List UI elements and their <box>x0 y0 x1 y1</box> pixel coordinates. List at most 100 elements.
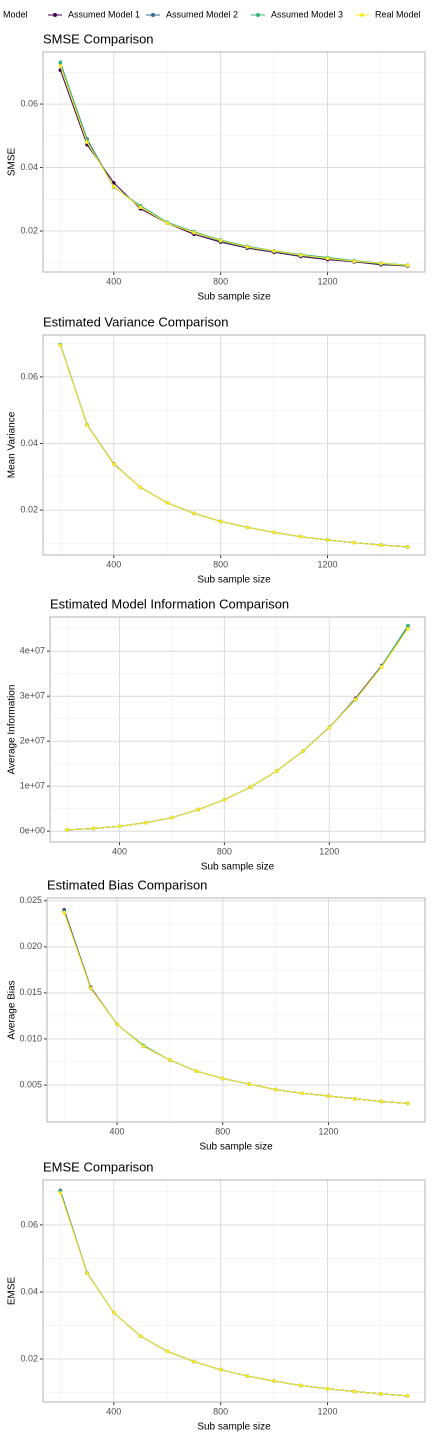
data-point <box>379 665 384 669</box>
x-tick-label: 800 <box>213 559 228 569</box>
data-point <box>352 259 357 264</box>
x-tick-label: 1200 <box>317 1406 337 1416</box>
series-line <box>63 910 408 1104</box>
legend-key-dot <box>360 13 364 17</box>
y-axis-title: Average Bias <box>7 980 18 1039</box>
data-point <box>111 462 116 466</box>
data-point <box>405 545 410 549</box>
y-tick-label: 0.015 <box>19 987 42 997</box>
x-tick-label: 400 <box>106 559 121 569</box>
chart-title: EMSE Comparison <box>43 1159 154 1174</box>
y-tick-label: 0e+00 <box>20 826 45 836</box>
y-tick-label: 0.06 <box>20 371 38 381</box>
data-point <box>352 1389 357 1394</box>
y-tick-label: 0.06 <box>20 1219 38 1229</box>
x-tick-label: 1200 <box>317 559 337 569</box>
data-point <box>58 1191 63 1195</box>
y-tick-label: 1e+07 <box>20 781 45 791</box>
series-line <box>59 344 408 548</box>
legend-key-dot <box>151 13 155 17</box>
data-point <box>353 1096 357 1101</box>
data-point <box>85 423 89 427</box>
legend-title: Model <box>3 9 28 19</box>
data-point <box>353 697 358 702</box>
data-point <box>406 1101 410 1106</box>
data-point <box>298 534 303 539</box>
x-tick-label: 800 <box>213 1406 228 1416</box>
y-tick-label: 3e+07 <box>20 691 45 701</box>
data-point <box>222 797 227 802</box>
data-point <box>165 500 170 505</box>
series-line <box>63 909 408 1104</box>
data-point <box>111 1310 116 1315</box>
data-point <box>379 261 383 266</box>
data-point <box>138 1334 143 1338</box>
legend-key-dot <box>53 13 57 17</box>
panel-border <box>42 334 426 556</box>
x-axis-title: Sub sample size <box>197 1422 271 1433</box>
data-point <box>379 543 383 547</box>
data-point <box>117 824 122 829</box>
data-point <box>301 749 305 753</box>
x-axis-title: Sub sample size <box>201 862 275 873</box>
chart-title: SMSE Comparison <box>43 31 154 46</box>
data-point <box>88 986 93 991</box>
y-axis-title: EMSE <box>7 1277 18 1306</box>
data-point <box>272 1379 276 1383</box>
data-point <box>192 1359 196 1364</box>
data-point <box>325 538 330 542</box>
legend-label: Assumed Model 3 <box>271 9 343 19</box>
x-tick-label: 400 <box>106 276 121 286</box>
y-tick-label: 0.020 <box>19 941 42 951</box>
data-point <box>138 485 143 490</box>
data-point <box>111 184 116 189</box>
x-tick-label: 1200 <box>319 846 339 856</box>
series-line <box>67 625 409 831</box>
data-point <box>406 626 410 631</box>
data-point <box>65 828 69 832</box>
panel-border <box>46 897 426 1123</box>
data-point <box>91 826 96 831</box>
data-point <box>194 1069 199 1073</box>
data-point <box>165 221 170 225</box>
y-tick-label: 4e+07 <box>20 646 45 656</box>
series-line <box>67 626 409 831</box>
chart-title: Estimated Model Information Comparison <box>50 596 289 611</box>
data-point <box>275 769 279 773</box>
data-point <box>245 1374 250 1378</box>
data-point <box>111 180 116 185</box>
data-point <box>218 1367 223 1372</box>
series-line <box>59 1192 408 1397</box>
data-point <box>168 1058 172 1062</box>
x-tick-label: 400 <box>106 1406 121 1416</box>
data-point <box>165 1349 170 1354</box>
series-line <box>59 344 408 548</box>
data-point <box>325 256 330 261</box>
y-tick-label: 0.005 <box>19 1079 42 1089</box>
x-axis-title: Sub sample size <box>197 292 271 303</box>
data-point <box>138 205 143 210</box>
data-point <box>245 245 250 249</box>
data-point <box>327 725 332 730</box>
data-point <box>298 253 303 257</box>
y-tick-label: 0.06 <box>20 98 38 108</box>
x-axis-title: Sub sample size <box>199 1142 273 1153</box>
series-line <box>59 1191 408 1397</box>
legend-label: Assumed Model 1 <box>68 9 140 19</box>
data-point <box>143 820 148 825</box>
y-tick-label: 0.02 <box>20 225 38 235</box>
series-line <box>63 911 408 1104</box>
x-tick-label: 1200 <box>317 276 337 286</box>
y-tick-label: 0.02 <box>20 504 38 514</box>
data-point <box>58 343 63 348</box>
data-point <box>141 1044 146 1049</box>
chart-title: Estimated Variance Comparison <box>43 314 228 329</box>
data-point <box>218 519 223 524</box>
data-point <box>170 815 174 820</box>
data-point <box>115 1022 119 1026</box>
y-tick-label: 2e+07 <box>20 736 45 746</box>
x-tick-label: 400 <box>112 846 127 856</box>
panel-border <box>49 616 426 843</box>
series-line <box>67 628 409 831</box>
